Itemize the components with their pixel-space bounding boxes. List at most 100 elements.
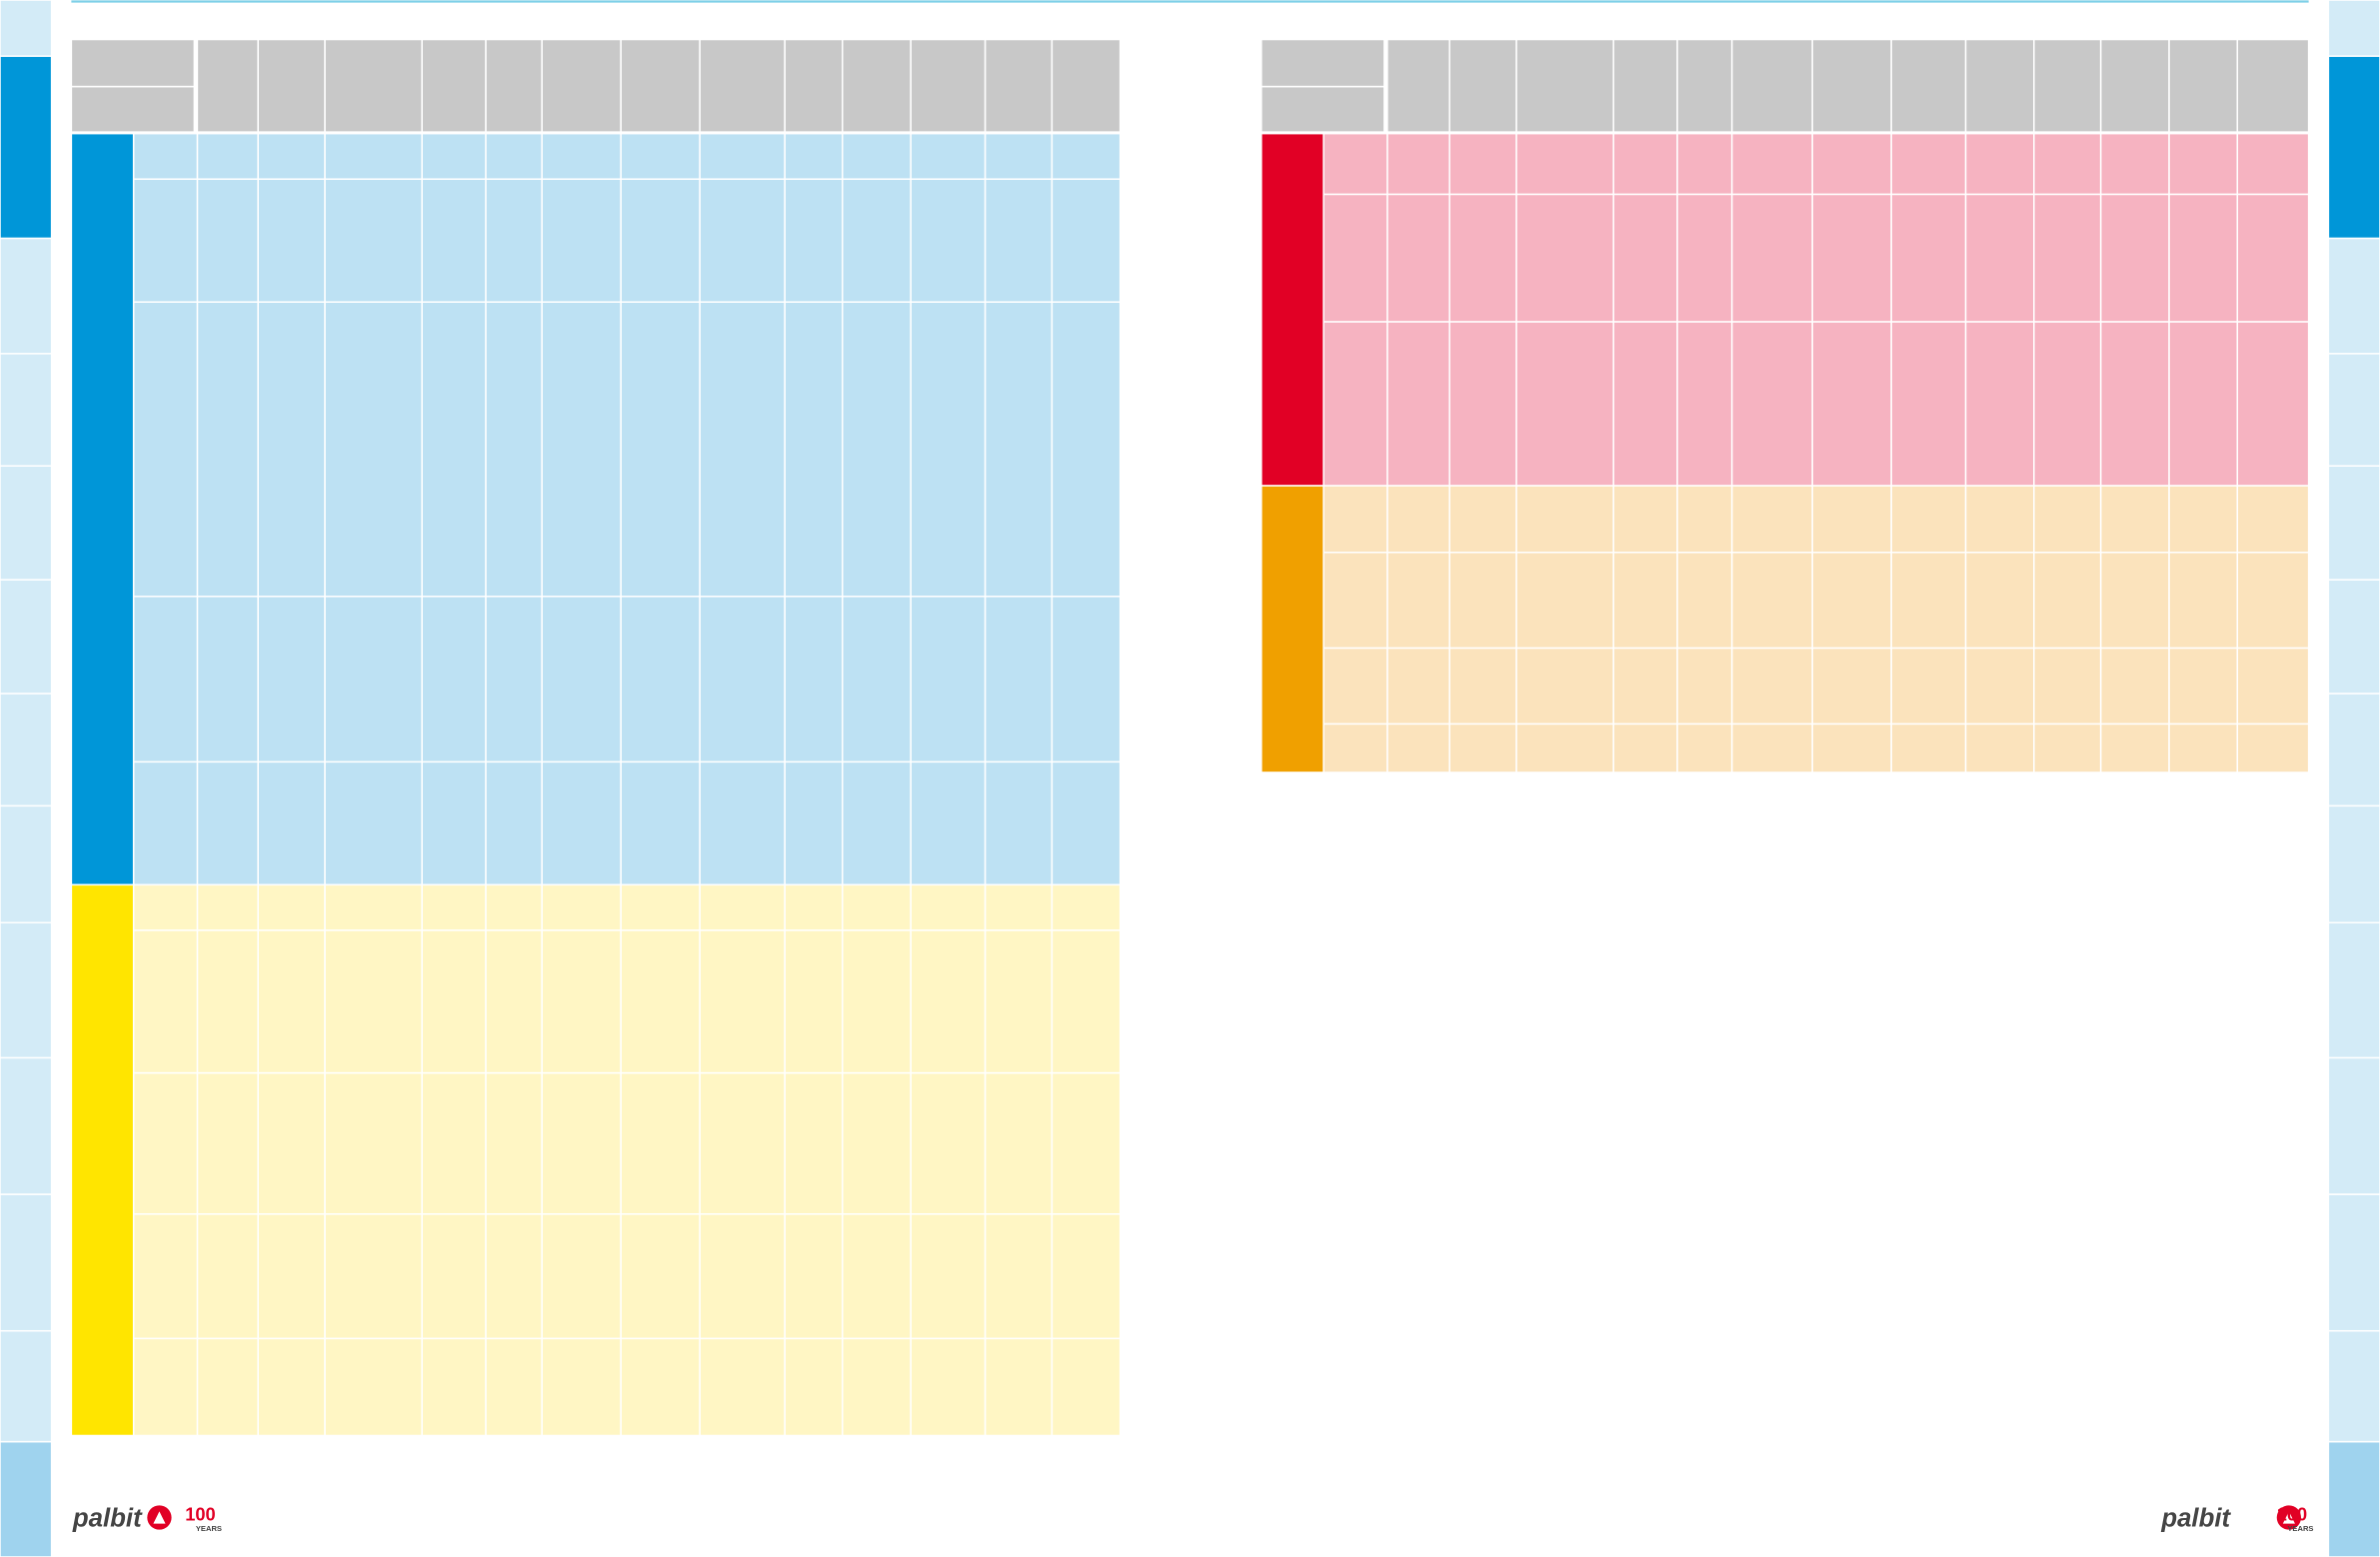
table-cell (132, 1337, 199, 1437)
table-cell (485, 1337, 543, 1437)
table-cell (620, 1071, 701, 1215)
header-cell (842, 38, 912, 133)
table-cell (2236, 321, 2310, 487)
table-cell (196, 1337, 259, 1437)
table-cell (1811, 485, 1892, 554)
table-cell (2236, 193, 2310, 323)
header-cell (784, 38, 844, 133)
table-cell (842, 132, 912, 180)
table-cell (1612, 321, 1678, 487)
logo-icon-mark (2282, 1511, 2295, 1524)
table-cell (257, 178, 326, 303)
header-cell (1448, 38, 1517, 133)
table-cell (1386, 485, 1450, 554)
table-cell (842, 883, 912, 931)
table-cell (1515, 723, 1614, 774)
side-tab (2327, 1056, 2380, 1195)
table-cell (257, 132, 326, 180)
table-cell (784, 761, 844, 886)
table-cell (1322, 723, 1388, 774)
header-cell (2033, 38, 2102, 133)
header-cell (324, 38, 423, 133)
table-cell (1811, 193, 1892, 323)
table-cell (910, 301, 987, 598)
table-cell (1964, 193, 2035, 323)
table-cell (132, 929, 199, 1074)
table-cell (324, 929, 423, 1074)
header-cell (1260, 38, 1385, 88)
table-cell (1051, 1337, 1122, 1437)
table-cell (1730, 551, 1813, 650)
side-tab (2327, 921, 2380, 1059)
header-cell (1515, 38, 1614, 133)
table-cell (2033, 321, 2102, 487)
table-cell (2236, 647, 2310, 726)
table-cell (196, 1071, 259, 1215)
table-cell (485, 1071, 543, 1215)
table-cell (2099, 193, 2170, 323)
table-cell (196, 596, 259, 764)
table-cell (784, 132, 844, 180)
side-tab (0, 1193, 53, 1332)
table-cell (1051, 929, 1122, 1074)
group-stripe (70, 883, 135, 1437)
side-tab (0, 1056, 53, 1195)
table-cell (984, 1071, 1054, 1215)
logo: palbit 100 YEARS (72, 1505, 222, 1534)
table-cell (2168, 321, 2239, 487)
header-cell (541, 38, 622, 133)
table-cell (541, 1337, 622, 1437)
table-cell (421, 301, 487, 598)
table-cell (1612, 551, 1678, 650)
table-cell (1676, 132, 1733, 196)
table-cell (784, 301, 844, 598)
table-cell (1448, 647, 1517, 726)
table-cell (910, 132, 987, 180)
table-cell (1811, 551, 1892, 650)
table-cell (485, 301, 543, 598)
logo-brand: palbit (2160, 1505, 2231, 1533)
table-cell (1964, 485, 2035, 554)
table-cell (699, 301, 786, 598)
table-cell (541, 178, 622, 303)
header-cell (1890, 38, 1967, 133)
table-cell (620, 761, 701, 886)
table-cell (620, 1337, 701, 1437)
table-cell (784, 929, 844, 1074)
table-cell (1386, 551, 1450, 650)
table-cell (1890, 723, 1967, 774)
table-cell (1448, 193, 1517, 323)
table-cell (196, 883, 259, 931)
table-cell (1964, 647, 2035, 726)
table-cell (699, 178, 786, 303)
table-cell (196, 301, 259, 598)
table-cell (324, 596, 423, 764)
table-cell (421, 132, 487, 180)
table-cell (2168, 132, 2239, 196)
table-cell (324, 1213, 423, 1340)
table-cell (842, 1337, 912, 1437)
table-cell (196, 132, 259, 180)
group-stripe (1260, 132, 1324, 487)
side-tab (2327, 693, 2380, 807)
table-cell (196, 929, 259, 1074)
table-cell (1676, 485, 1733, 554)
table-cell (910, 1337, 987, 1437)
table-cell (699, 1213, 786, 1340)
table-cell (1612, 723, 1678, 774)
logo-brand: palbit (72, 1505, 143, 1533)
table-cell (1322, 485, 1388, 554)
table-cell (1386, 647, 1450, 726)
table-cell (485, 596, 543, 764)
table-cell (2168, 193, 2239, 323)
table-cell (910, 1071, 987, 1215)
table-cell (1676, 551, 1733, 650)
side-tab (0, 921, 53, 1059)
table-cell (842, 929, 912, 1074)
table-cell (2236, 551, 2310, 650)
table-cell (132, 178, 199, 303)
table-cell (1676, 647, 1733, 726)
table-cell (1676, 321, 1733, 487)
table-cell (2099, 551, 2170, 650)
table-cell (257, 596, 326, 764)
